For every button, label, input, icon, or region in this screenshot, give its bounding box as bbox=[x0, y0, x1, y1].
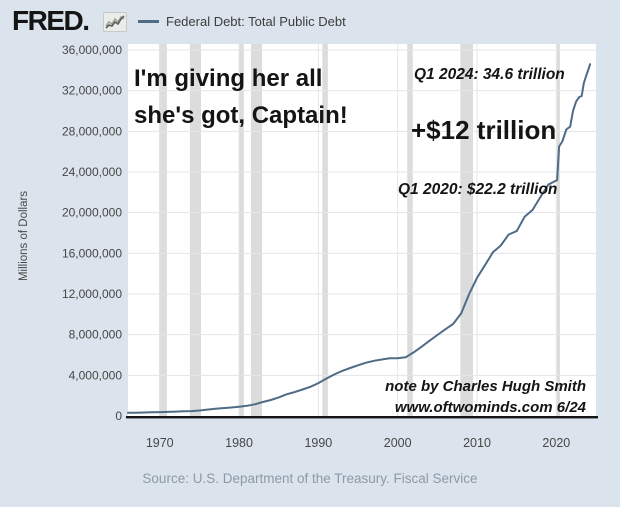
recession-band bbox=[407, 44, 413, 416]
chart-legend: Federal Debt: Total Public Debt bbox=[138, 14, 346, 29]
legend-series-label: Federal Debt: Total Public Debt bbox=[166, 14, 346, 29]
q1-2024-annotation: Q1 2024: 34.6 trillion bbox=[414, 66, 565, 83]
delta-annotation: +$12 trillion bbox=[411, 115, 557, 145]
recession-band bbox=[158, 44, 167, 416]
author-note: note by Charles Hugh Smith www.oftwomind… bbox=[320, 376, 586, 418]
x-tick-label: 1990 bbox=[304, 436, 332, 450]
recession-band bbox=[460, 44, 474, 416]
x-tick-label: 2020 bbox=[542, 436, 570, 450]
y-tick-label: 32,000,000 bbox=[62, 84, 122, 98]
quote-line-1: I'm giving her all bbox=[134, 65, 323, 92]
recession-band bbox=[322, 44, 328, 416]
y-tick-label: 16,000,000 bbox=[62, 246, 122, 260]
debt-series-line bbox=[127, 63, 592, 414]
q1-2020-annotation: Q1 2020: $22.2 trillion bbox=[398, 181, 558, 198]
y-tick-label: 12,000,000 bbox=[62, 287, 122, 301]
y-tick-label: 20,000,000 bbox=[62, 206, 122, 220]
y-tick-label: 0 bbox=[115, 409, 122, 423]
recession-band bbox=[250, 44, 263, 416]
x-tick-label: 2000 bbox=[384, 436, 412, 450]
sparkline-chart-icon bbox=[103, 12, 127, 32]
author-note-line-1: note by Charles Hugh Smith bbox=[385, 378, 586, 395]
x-tick-label: 1970 bbox=[146, 436, 174, 450]
x-axis-line bbox=[126, 416, 598, 419]
recession-band bbox=[189, 44, 201, 416]
author-note-line-2: www.oftwominds.com 6/24 bbox=[394, 399, 586, 416]
legend-line-swatch bbox=[138, 20, 159, 23]
y-tick-label: 24,000,000 bbox=[62, 165, 122, 179]
quote-annotation: I'm giving her all she's got, Captain! bbox=[134, 60, 348, 134]
y-tick-label: 4,000,000 bbox=[69, 368, 123, 382]
fred-logo-dot: . bbox=[82, 5, 90, 36]
y-tick-label: 36,000,000 bbox=[62, 43, 122, 57]
recession-band bbox=[239, 44, 244, 416]
quote-line-2: she's got, Captain! bbox=[134, 102, 348, 129]
source-attribution: Source: U.S. Department of the Treasury.… bbox=[142, 471, 478, 486]
y-axis-title: Millions of Dollars bbox=[18, 190, 30, 282]
fred-logo: FRED. bbox=[12, 5, 90, 37]
y-tick-label: 28,000,000 bbox=[62, 124, 122, 138]
x-tick-label: 1980 bbox=[225, 436, 253, 450]
fred-logo-text: FRED bbox=[12, 5, 84, 36]
x-tick-label: 2010 bbox=[463, 436, 491, 450]
y-tick-label: 8,000,000 bbox=[69, 328, 123, 342]
recession-band bbox=[556, 44, 560, 416]
